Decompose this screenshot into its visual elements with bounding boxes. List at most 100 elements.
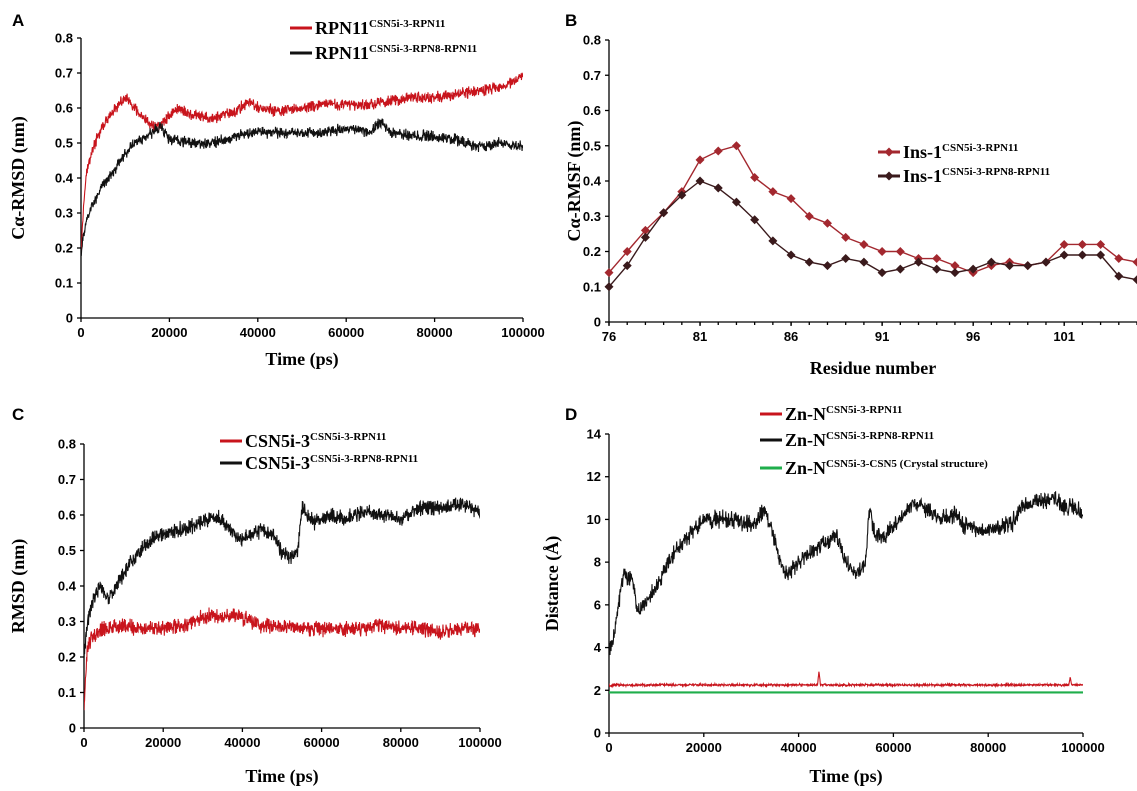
series-line (609, 144, 1137, 274)
x-tick-label: 20000 (151, 325, 187, 340)
y-tick-label: 12 (587, 469, 601, 484)
y-tick-label: 0 (66, 311, 73, 326)
series-line (84, 607, 480, 711)
y-tick-label: 0.7 (583, 68, 601, 83)
data-point (804, 257, 814, 267)
legend-superscript: CSN5i-3-RPN11 (310, 431, 386, 443)
x-tick-label: 81 (693, 329, 707, 344)
legend-label: Zn-NCSN5i-3-RPN11 (785, 404, 902, 424)
data-point (1059, 239, 1069, 249)
data-point (713, 183, 723, 193)
y-tick-label: 0.4 (583, 174, 602, 189)
data-point (731, 197, 741, 207)
y-tick-label: 0.5 (58, 543, 76, 558)
y-tick-label: 0.6 (58, 508, 76, 523)
x-axis-label: Time (ps) (245, 766, 318, 787)
y-tick-label: 0 (594, 315, 601, 330)
x-axis-label: Residue number (810, 358, 937, 378)
legend-label: Ins-1CSN5i-3-RPN11 (903, 142, 1018, 162)
y-tick-label: 0.3 (58, 614, 76, 629)
x-tick-label: 100000 (1061, 740, 1104, 755)
panel-letter: D (565, 405, 577, 424)
data-point (1077, 250, 1087, 260)
data-point (914, 257, 924, 267)
data-point (1096, 239, 1106, 249)
data-point (604, 282, 614, 292)
x-tick-label: 80000 (417, 325, 453, 340)
data-point (1132, 275, 1137, 285)
data-point (950, 261, 960, 271)
legend-superscript: CSN5i-3-RPN11 (369, 18, 445, 30)
data-point (968, 264, 978, 274)
data-point (677, 190, 687, 200)
y-tick-label: 0 (594, 726, 601, 741)
legend-superscript: CSN5i-3-RPN8-RPN11 (826, 430, 934, 442)
y-tick-label: 2 (594, 683, 601, 698)
data-point (877, 247, 887, 256)
panel-d: D 0 2 4 6 8 10 12 14 0 20000 40000 60000 80000 100000 T… (542, 404, 1105, 787)
panel-letter: C (12, 405, 24, 424)
data-point (750, 215, 760, 225)
x-tick-label: 76 (602, 329, 616, 344)
y-tick-label: 0.7 (58, 472, 76, 487)
y-axis-label: Cα-RMSF (nm) (564, 121, 585, 242)
x-tick-label: 101 (1053, 329, 1075, 344)
y-tick-label: 0.7 (55, 66, 73, 81)
y-tick-label: 0.6 (583, 103, 601, 118)
series-line (81, 72, 523, 253)
data-point (859, 239, 869, 249)
data-point (822, 218, 832, 228)
legend-label: Zn-NCSN5i-3-RPN8-RPN11 (785, 430, 934, 450)
x-tick-label: 91 (875, 329, 889, 344)
x-tick-label: 60000 (304, 735, 340, 750)
data-point (604, 268, 614, 278)
data-point (659, 208, 669, 218)
y-tick-label: 0.8 (583, 33, 601, 48)
data-point (640, 225, 650, 235)
data-point (986, 257, 996, 267)
data-point (1041, 257, 1051, 267)
legend-superscript: CSN5i-3-RPN8-RPN11 (310, 453, 418, 465)
legend-superscript: CSN5i-3-RPN8-RPN11 (942, 166, 1050, 178)
y-tick-label: 8 (594, 555, 601, 570)
data-point (622, 247, 632, 256)
data-point (877, 268, 887, 278)
legend-marker (884, 171, 894, 181)
y-tick-label: 0.2 (583, 244, 601, 259)
data-point (731, 141, 741, 151)
legend-superscript: CSN5i-3-CSN5 (Crystal structure) (826, 458, 988, 470)
legend-label: Zn-NCSN5i-3-CSN5 (Crystal structure) (785, 458, 988, 478)
x-tick-label: 0 (80, 735, 87, 750)
data-point (950, 268, 960, 278)
y-tick-label: 0.3 (55, 206, 73, 221)
y-tick-label: 0.4 (55, 171, 74, 186)
y-axis-label: Cα-RMSD (nm) (8, 116, 29, 240)
y-tick-label: 0.4 (58, 579, 77, 594)
data-point (841, 232, 851, 242)
x-tick-label: 40000 (781, 740, 817, 755)
y-tick-label: 0.2 (58, 650, 76, 665)
x-tick-label: 60000 (875, 740, 911, 755)
data-point (768, 187, 778, 197)
series-line (81, 118, 523, 256)
legend-label: RPN11CSN5i-3-RPN11 (315, 18, 445, 38)
y-axis-label: Distance (Å) (542, 536, 563, 631)
data-point (768, 236, 778, 246)
panel-letter: A (12, 11, 24, 30)
y-tick-label: 0.8 (58, 437, 76, 452)
data-point (859, 257, 869, 267)
data-point (786, 194, 796, 204)
y-tick-label: 0.2 (55, 241, 73, 256)
y-tick-label: 0.1 (583, 279, 601, 294)
series-line (609, 180, 1137, 288)
y-tick-label: 0.8 (55, 31, 73, 46)
x-axis-label: Time (ps) (809, 766, 882, 787)
data-point (1059, 250, 1069, 260)
data-point (1096, 250, 1106, 260)
legend-marker (884, 147, 894, 157)
legend-superscript: CSN5i-3-RPN11 (942, 142, 1018, 154)
x-tick-label: 20000 (145, 735, 181, 750)
x-tick-label: 40000 (224, 735, 260, 750)
data-point (804, 211, 814, 221)
